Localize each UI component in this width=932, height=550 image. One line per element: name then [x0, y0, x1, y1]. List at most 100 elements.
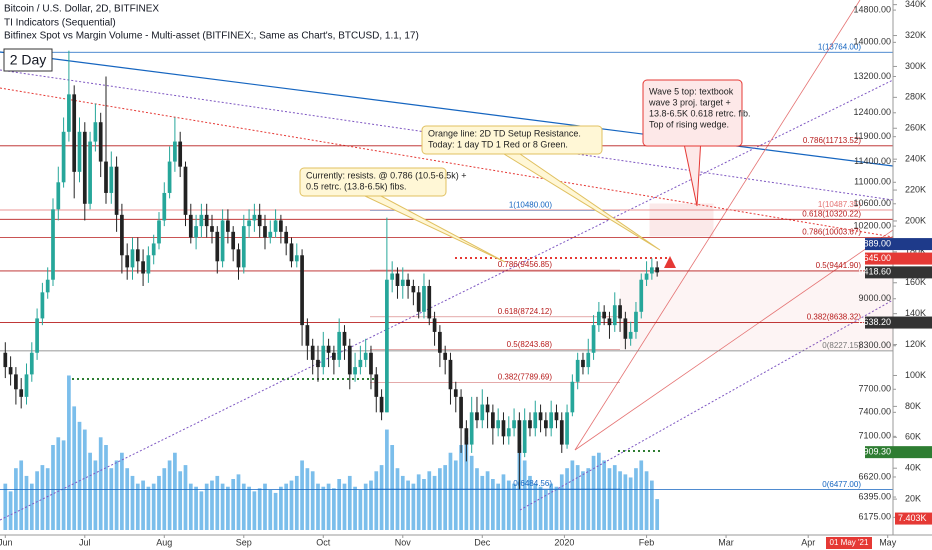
chart-title: Bitcoin / U.S. Dollar, 2D, BITFINEX — [4, 4, 159, 15]
candle-body — [268, 231, 273, 238]
volume-bar — [491, 479, 495, 530]
trend-line — [519, 299, 894, 511]
candle-body — [491, 412, 495, 429]
price-label-box — [865, 252, 932, 265]
price-label-box — [865, 266, 932, 279]
candle-body — [501, 420, 506, 437]
candle-body — [183, 166, 188, 215]
candle-body — [146, 255, 151, 274]
candle-body — [109, 166, 114, 193]
callout-text: Currently: resists. @ 0.786 (10.5-6.5k) … — [306, 170, 466, 180]
zone — [649, 203, 714, 237]
callout-layer: Currently: resists. @ 0.786 (10.5-6.5k) … — [299, 79, 751, 263]
fib-label: 1(10480.00) — [509, 201, 552, 210]
y2-tick-label: 120K — [905, 339, 926, 349]
y2-tick-label: 60K — [905, 432, 921, 442]
candle-body — [300, 255, 304, 326]
volume-bar — [464, 437, 469, 530]
volume-bar — [628, 477, 633, 530]
volume-bar — [528, 475, 532, 530]
candle-body — [485, 404, 490, 413]
candle-body — [284, 231, 289, 244]
price-label: 9889.00 — [858, 238, 891, 248]
candle-body — [173, 141, 177, 162]
volume-bar — [61, 440, 66, 530]
volume-bar — [570, 460, 575, 530]
price-label-box — [865, 238, 932, 251]
candle-body — [104, 161, 108, 193]
volume-bar — [485, 471, 490, 530]
x-tick-label: Feb — [639, 537, 655, 547]
volume-bar — [289, 480, 294, 530]
fib-layer: 1(13764.00)0.786(11713.52)1(10487.35)0.6… — [0, 42, 893, 491]
y-tick-label: 10200.00 — [853, 220, 891, 230]
candle-body — [141, 261, 145, 274]
candle-body — [358, 359, 363, 368]
volume-label-box — [895, 512, 932, 525]
volume-bar — [35, 471, 39, 530]
y-tick-label: 11000.00 — [854, 177, 891, 187]
candle-body — [581, 359, 585, 368]
y2-tick-label: 200K — [905, 215, 926, 225]
volume-bar — [379, 465, 384, 530]
y-tick-label: 8300.00 — [858, 340, 891, 350]
volume-bar — [151, 483, 156, 530]
candle-body — [427, 285, 432, 319]
candle-body — [528, 420, 532, 429]
volume-bar — [591, 455, 596, 530]
volume-bar — [29, 483, 34, 530]
candle-body — [353, 367, 357, 375]
volume-bar — [549, 483, 554, 530]
volume-bar — [40, 465, 45, 530]
candle-body — [400, 279, 405, 286]
candle-body — [374, 374, 379, 397]
volume-bar — [459, 445, 463, 530]
volume-bar — [45, 468, 50, 530]
volume-bar — [210, 480, 214, 530]
y2-tick-label: 80K — [905, 401, 921, 411]
volume-bar — [67, 375, 71, 530]
y2-tick-label: 300K — [905, 61, 926, 71]
volume-bar — [14, 468, 18, 530]
callout-text: Wave 5 top: textbook — [649, 86, 734, 96]
volume-bar — [522, 460, 527, 530]
candle-body — [448, 359, 453, 390]
volume-bar — [321, 486, 326, 530]
volume-bar — [241, 483, 246, 530]
volume-bar — [565, 468, 569, 530]
candle-body — [14, 374, 18, 390]
volume-bar — [395, 468, 400, 530]
volume-bar — [173, 452, 177, 530]
candle-body — [257, 214, 262, 227]
candle-body — [612, 305, 617, 326]
candle-body — [591, 325, 596, 353]
volume-bar — [19, 460, 24, 530]
volume-bar — [597, 452, 601, 530]
volume-bar — [157, 475, 161, 530]
price-label: 9645.00 — [858, 253, 891, 263]
volume-bar — [88, 452, 92, 530]
candle-body — [628, 331, 633, 339]
fib-label: 0.786(9456.85) — [498, 260, 553, 269]
volume-bar — [109, 468, 114, 530]
candle-body — [369, 352, 373, 375]
volume-bar — [581, 471, 585, 530]
trend-line — [0, 87, 894, 238]
volume-bar — [93, 460, 98, 530]
volume-bar — [650, 480, 654, 530]
volume-bar — [337, 479, 342, 530]
candle-body — [135, 249, 140, 262]
candle-body — [559, 420, 564, 445]
candle-body — [252, 214, 257, 221]
candle-body — [24, 374, 29, 397]
candle-body — [199, 214, 204, 227]
volume-bar — [279, 486, 283, 530]
trend-line — [574, 229, 894, 451]
candle-body — [51, 209, 55, 280]
candle-body — [506, 428, 511, 437]
volume-bar — [400, 475, 405, 530]
volume-bar — [358, 489, 363, 530]
candle-body — [385, 279, 389, 413]
x-tick-label: Oct — [316, 537, 331, 547]
